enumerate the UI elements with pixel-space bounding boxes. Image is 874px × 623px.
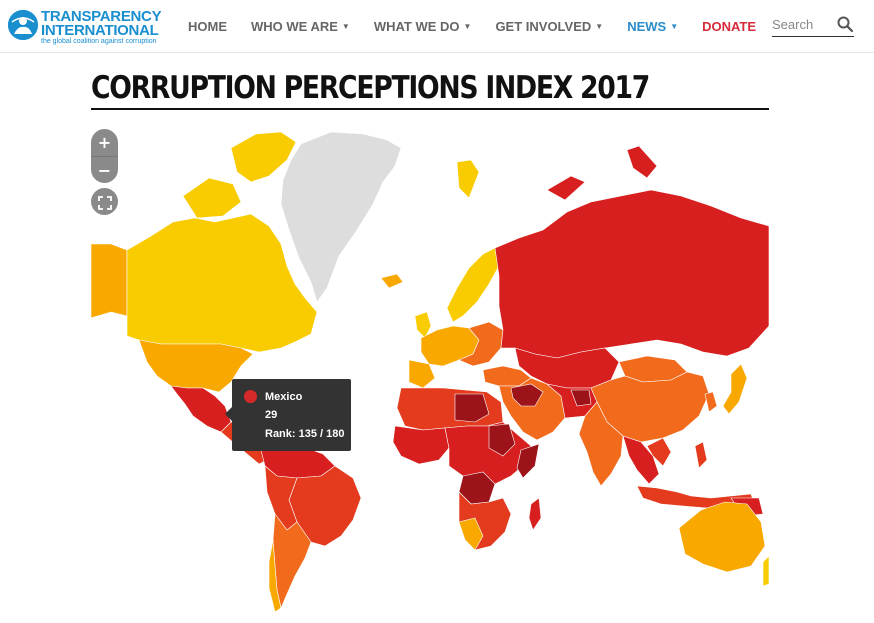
eastern-europe-region <box>458 321 504 367</box>
globe-logo-icon <box>8 10 38 40</box>
southeast-asia-region <box>646 437 672 467</box>
svalbard-region <box>456 159 480 199</box>
nav-item-get-involved[interactable]: GET INVOLVED ▼ <box>495 19 603 34</box>
chile-region <box>268 539 282 613</box>
iberia-region <box>408 359 436 389</box>
nav-item-label: WHAT WE DO <box>373 18 460 34</box>
caret-down-icon: ▼ <box>341 21 350 31</box>
afghanistan-region <box>570 389 592 407</box>
caret-down-icon: ▼ <box>463 21 472 31</box>
search-icon[interactable] <box>836 15 854 33</box>
west-africa-region <box>392 425 450 465</box>
russia-arctic-islands-region <box>626 145 658 179</box>
australia-region <box>678 501 766 573</box>
mexico-region <box>170 385 232 433</box>
russia-arctic-islands-region <box>546 175 586 201</box>
somalia-region <box>516 443 540 479</box>
nav-item-label: WHO WE ARE <box>251 18 338 34</box>
logo-name-line1: TRANSPARENCY <box>41 8 162 25</box>
botswana-namibia-region <box>458 517 484 551</box>
nav-item-label: NEWS <box>627 18 667 34</box>
site-header: TRANSPARENCY INTERNATIONAL the global co… <box>0 0 874 53</box>
logo-tagline: the global coalition against corruption <box>41 38 157 45</box>
korea-region <box>704 391 718 413</box>
score-color-dot <box>244 390 257 403</box>
page-title: CORRUPTION PERCEPTIONS INDEX 2017 <box>91 70 650 106</box>
india-region <box>578 401 624 487</box>
canada-region <box>126 213 318 353</box>
nav-item-home[interactable]: HOME <box>188 19 227 34</box>
japan-region <box>722 363 748 415</box>
philippines-region <box>694 441 708 469</box>
madagascar-region <box>528 497 542 531</box>
world-map[interactable] <box>91 126 769 623</box>
southeast-asia-region <box>622 435 660 485</box>
greenland-region <box>280 131 402 303</box>
search-input[interactable] <box>772 12 832 36</box>
country-tooltip: Mexico 29 Rank: 135 / 180 <box>225 379 351 451</box>
canada-arctic-islands-region <box>182 177 242 219</box>
united-states-region <box>138 339 254 393</box>
nav-item-label: DONATE <box>702 18 757 34</box>
world-map-container[interactable]: + − <box>91 126 769 623</box>
main-navigation: HOME WHO WE ARE ▼ WHAT WE DO ▼ GET INVOLVE… <box>176 0 768 52</box>
zoom-in-button[interactable]: + <box>91 129 118 156</box>
nav-item-label: HOME <box>188 18 227 34</box>
tooltip-rank: Rank: 135 / 180 <box>265 428 345 440</box>
nav-item-news[interactable]: NEWS ▼ <box>627 19 678 34</box>
nav-item-what-we-do[interactable]: WHAT WE DO ▼ <box>374 19 472 34</box>
central-africa-region <box>444 421 532 485</box>
tooltip-score: 29 <box>265 409 278 421</box>
tooltip-country-name: Mexico <box>265 391 303 403</box>
canada-arctic-islands-region <box>230 131 297 183</box>
nav-item-donate[interactable]: DONATE <box>702 19 756 34</box>
scandinavia-region <box>446 247 500 323</box>
caret-down-icon: ▼ <box>670 21 679 31</box>
united-kingdom-region <box>414 311 432 339</box>
sudan-region <box>488 423 516 457</box>
iraq-syria-region <box>510 383 544 407</box>
fullscreen-button[interactable] <box>91 188 118 215</box>
fullscreen-icon <box>97 192 112 211</box>
nav-item-who-we-are[interactable]: WHO WE ARE ▼ <box>251 19 350 34</box>
title-divider <box>91 108 769 110</box>
iceland-region <box>380 273 404 289</box>
logo-name-line2: INTERNATIONAL <box>41 22 159 39</box>
search-box <box>772 12 854 37</box>
libya-region <box>454 393 490 423</box>
new-zealand-region <box>762 555 769 587</box>
zoom-out-button[interactable]: − <box>91 156 118 183</box>
caret-down-icon: ▼ <box>595 21 604 31</box>
transparency-international-logo[interactable]: TRANSPARENCY INTERNATIONAL the global co… <box>8 8 168 48</box>
russia-region <box>494 189 769 359</box>
alaska-region <box>91 243 128 319</box>
nav-item-label: GET INVOLVED <box>495 18 592 34</box>
